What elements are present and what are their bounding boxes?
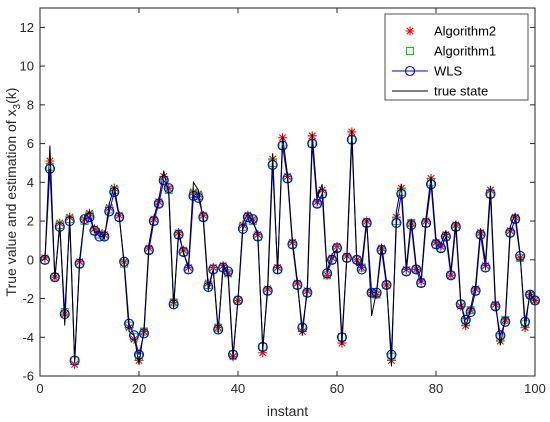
y-axis-label-subscript: 3	[12, 103, 23, 109]
data-point-wls	[312, 198, 323, 209]
legend-label: WLS	[434, 64, 463, 79]
data-point-algorithm1	[179, 248, 188, 257]
data-point-wls	[356, 264, 367, 275]
data-point-wls	[129, 330, 140, 341]
y-axis-label-tail: (k)	[3, 88, 19, 104]
legend-marker	[406, 47, 414, 55]
y-tick-label: 2	[27, 214, 34, 229]
legend-label: true state	[434, 84, 488, 99]
x-axis-label: instant	[267, 403, 308, 419]
data-point-algorithm1	[130, 333, 139, 342]
plot-frame	[39, 7, 536, 377]
legend-item-wls: WLS	[392, 64, 463, 79]
data-point-wls	[178, 246, 189, 258]
legend-item-true-state: true state	[392, 84, 488, 99]
y-axis-label: True value and estimation of x3(k)	[3, 88, 23, 297]
x-tick-label: 80	[429, 381, 443, 396]
data-point-algorithm2	[94, 228, 104, 238]
data-point-algorithm2	[258, 348, 268, 358]
data-point-wls	[173, 229, 184, 240]
legend-label: Algorithm2	[434, 24, 496, 39]
data-point-algorithm2	[372, 290, 382, 300]
data-point-wls	[94, 231, 105, 242]
data-point-wls	[213, 324, 224, 335]
data-point-wls	[460, 314, 471, 325]
data-point-wls	[480, 262, 491, 273]
data-point-wls	[44, 163, 55, 174]
y-tick-label: -4	[22, 330, 34, 345]
y-tick-label: -6	[22, 369, 34, 384]
data-point-algorithm1	[159, 176, 168, 185]
data-point-algorithm1	[328, 255, 337, 264]
data-point-algorithm2	[436, 241, 446, 251]
legend-marker	[405, 26, 415, 36]
legend-item-algorithm2: Algorithm2	[405, 24, 496, 39]
data-point-algorithm2	[322, 270, 332, 280]
data-point-algorithm2	[243, 210, 253, 220]
y-tick-label: 4	[27, 175, 34, 190]
y-tick-label: -2	[22, 291, 34, 306]
data-point-wls	[133, 349, 145, 360]
data-point-algorithm2	[45, 156, 55, 166]
legend: Algorithm2 Algorithm1 WLS true state	[384, 13, 529, 101]
data-point-wls	[99, 231, 110, 242]
data-point-algorithm2	[208, 263, 218, 273]
x-tick-label: 40	[231, 381, 245, 396]
x-tick-label: 20	[132, 381, 146, 396]
data-point-wls	[203, 281, 214, 292]
legend-item-algorithm1: Algorithm1	[406, 44, 496, 59]
y-tick-label: 12	[20, 20, 34, 35]
data-point-algorithm2	[327, 253, 337, 263]
legend-box	[384, 13, 529, 101]
data-point-algorithm2	[332, 241, 342, 251]
x-tick-label: 0	[36, 381, 43, 396]
data-point-algorithm2	[129, 334, 139, 344]
y-tick-label: 0	[27, 252, 34, 267]
data-point-algorithm2	[89, 224, 99, 234]
data-point-wls	[495, 330, 506, 341]
data-point-wls	[193, 192, 204, 203]
x-tick-label: 60	[330, 381, 344, 396]
series-true-state	[44, 130, 536, 367]
data-point-wls	[79, 214, 90, 225]
y-tick-label: 10	[20, 59, 34, 74]
axis-layer: 0 20 40 60 80 100 -6 -4 -2 0 2 4 6 8 10 12	[20, 8, 546, 396]
data-point-algorithm2	[456, 301, 466, 311]
x-tick-label: 100	[524, 381, 546, 396]
y-tick-label: 6	[27, 136, 34, 151]
y-axis-label-main: True value and estimation of x	[3, 109, 19, 296]
series-layer	[39, 127, 541, 369]
data-point-algorithm2	[104, 202, 114, 212]
legend-label: Algorithm1	[434, 44, 496, 59]
series-line-true-state	[44, 130, 536, 367]
data-point-algorithm2	[188, 187, 198, 197]
data-point-wls	[188, 190, 199, 201]
data-point-wls	[158, 175, 169, 186]
legend-marker	[404, 65, 416, 77]
legend-items: Algorithm2 Algorithm1 WLS true state	[392, 24, 496, 99]
data-point-algorithm2	[193, 189, 203, 199]
y-tick-label: 8	[27, 97, 34, 112]
